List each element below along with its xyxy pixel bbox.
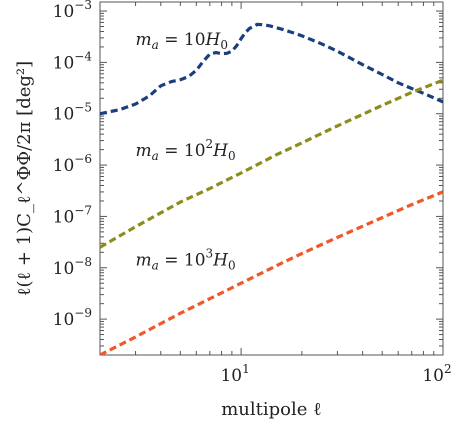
x-axis-label-text: multipole ℓ — [221, 399, 322, 420]
y-axis-label-text: ℓ(ℓ + 1)C_ℓ^ΦΦ/2π [deg²] — [14, 61, 35, 296]
y-tick-label: 10−5 — [53, 101, 92, 125]
y-tick-label: 10−8 — [53, 255, 92, 279]
plot-frame — [99, 1, 444, 356]
annotation-label-3: ma = 103H0 — [136, 247, 236, 273]
plot-area: 101 102 10−3 10−4 10−5 10−6 10−7 10−8 10−9 ma = 1… — [53, 0, 452, 386]
y-axis-label: ℓ(ℓ + 1)C_ℓ^ΦΦ/2π [deg²] — [14, 61, 35, 296]
y-tick-label: 10−6 — [53, 152, 92, 176]
annotation-label-1: ma = 10H0 — [136, 30, 228, 52]
x-axis-label: multipole ℓ — [221, 399, 322, 420]
series-line-1 — [100, 22, 443, 116]
y-tick-label: 10−7 — [53, 203, 92, 227]
series-line-3 — [100, 190, 443, 355]
annotation-label-2: ma = 102H0 — [136, 137, 236, 163]
y-tick-label: 10−4 — [53, 49, 93, 73]
x-tick-label: 102 — [422, 362, 451, 386]
y-tick-label: 10−9 — [53, 306, 92, 330]
y-tick-label: 10−3 — [53, 0, 92, 22]
series-line-2 — [100, 78, 443, 249]
x-tick-label: 101 — [220, 362, 249, 386]
